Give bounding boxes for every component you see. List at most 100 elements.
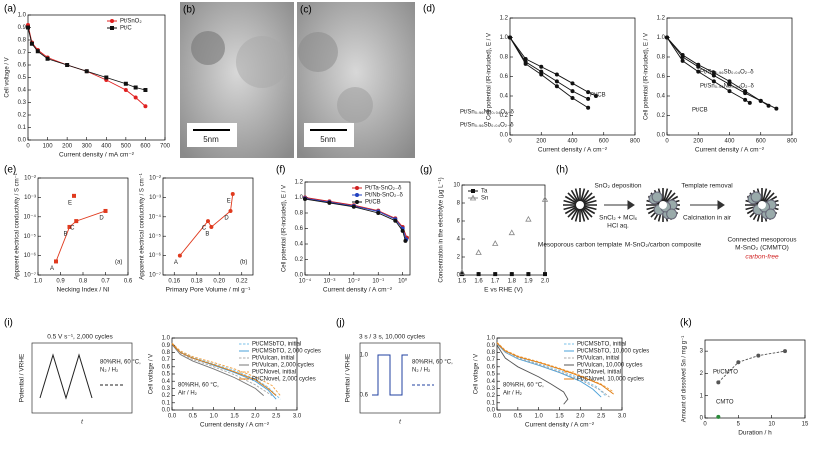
x-tick-label: 200 bbox=[62, 144, 73, 150]
marker bbox=[508, 35, 512, 40]
x-tick-label: 600 bbox=[140, 144, 151, 150]
panel-label: (d) bbox=[423, 4, 435, 15]
x-tick-label: 600 bbox=[756, 139, 767, 145]
marker bbox=[403, 238, 408, 243]
x-tick-label: 0.5 bbox=[189, 414, 198, 420]
y-tick-label: 10⁻⁶ bbox=[24, 252, 37, 259]
x-tick-label: 500 bbox=[121, 144, 132, 150]
step-text: Mesoporous carbon template bbox=[538, 242, 623, 249]
legend-label: Pt/C bbox=[120, 26, 132, 32]
y-tick-label: 0.9 bbox=[18, 25, 27, 31]
marker bbox=[355, 200, 359, 204]
marker bbox=[104, 75, 109, 80]
marker bbox=[680, 55, 685, 59]
panel-label: (g) bbox=[420, 165, 432, 176]
marker bbox=[209, 224, 214, 229]
marker bbox=[492, 240, 499, 246]
point-label: E bbox=[68, 200, 72, 206]
x-tick-label: 200 bbox=[536, 139, 547, 145]
y-tick-label: 0.3 bbox=[162, 386, 171, 392]
y-tick-label: 0.1 bbox=[487, 400, 496, 406]
series-line bbox=[171, 343, 277, 396]
marker bbox=[29, 41, 34, 46]
step-text: HCl aq. bbox=[607, 223, 629, 230]
y-tick-label: 10⁻⁴ bbox=[24, 213, 37, 220]
legend-label: Pt/Ta-SnO₂₋δ bbox=[365, 186, 402, 192]
x-tick-label: 2.0 bbox=[576, 414, 585, 420]
x-tick-label: 800 bbox=[787, 139, 798, 145]
y-tick-label: 0.0 bbox=[295, 273, 304, 279]
x-tick-label: 2.0 bbox=[251, 414, 260, 420]
plot-frame bbox=[509, 17, 636, 136]
scale-box bbox=[187, 123, 237, 147]
grain bbox=[666, 208, 678, 220]
marker bbox=[539, 72, 544, 77]
x-tick-label: 0.20 bbox=[213, 279, 225, 285]
x-tick-label: 800 bbox=[630, 139, 641, 145]
marker bbox=[45, 56, 50, 61]
marker bbox=[471, 189, 475, 193]
marker bbox=[586, 96, 591, 101]
marker bbox=[355, 186, 359, 190]
x-tick-label: 10⁻¹ bbox=[372, 279, 384, 285]
y-tick-label: 0.1 bbox=[18, 125, 27, 131]
legend-label: Ta bbox=[481, 189, 488, 195]
legend-label: Pt/CNovel, initial bbox=[577, 370, 621, 376]
arrow bbox=[604, 200, 635, 210]
x-tick-label: 1.8 bbox=[508, 279, 517, 285]
y-tick-label: 0.8 bbox=[657, 55, 666, 61]
marker bbox=[393, 218, 398, 223]
y-tick-label: 0.0 bbox=[487, 408, 496, 414]
y-tick-label: 0.2 bbox=[500, 113, 509, 119]
point-label: B bbox=[63, 232, 67, 238]
series-line bbox=[496, 343, 610, 398]
x-tick-label: 0 bbox=[26, 144, 30, 150]
series-line bbox=[496, 341, 614, 393]
series-line bbox=[496, 342, 614, 395]
x-tick-label: 2.0 bbox=[541, 279, 550, 285]
x-axis-label: Current density / A cm⁻² bbox=[695, 147, 765, 154]
x-tick-label: 400 bbox=[567, 139, 578, 145]
y-tick-label: 0.6 bbox=[162, 364, 171, 370]
step-text: Template removal bbox=[681, 183, 733, 190]
y-tick-label: 0.0 bbox=[500, 133, 509, 139]
scale-box bbox=[304, 123, 354, 147]
marker bbox=[539, 64, 544, 69]
annotation: (a) bbox=[115, 260, 122, 266]
marker bbox=[554, 72, 559, 77]
x-axis-label: Current density / A cm⁻² bbox=[525, 422, 595, 429]
y-tick-label: 0.9 bbox=[162, 343, 171, 349]
y-tick-label: 0.5 bbox=[162, 372, 171, 378]
step-text: carbon-free bbox=[745, 254, 779, 261]
marker bbox=[133, 85, 138, 90]
marker bbox=[523, 56, 528, 61]
legend-label: Pt/CMSbTO, 2,000 cycles bbox=[252, 349, 321, 355]
point-label: C bbox=[70, 226, 75, 232]
marker bbox=[327, 200, 332, 205]
y-tick-label: 0.8 bbox=[500, 55, 509, 61]
marker bbox=[355, 193, 359, 197]
y-tick-label: 10⁻⁵ bbox=[149, 233, 162, 240]
x-tick-label: 0.22 bbox=[236, 279, 248, 285]
x-tick-label: 1.5 bbox=[230, 414, 239, 420]
x-tick-label: 10⁻³ bbox=[323, 279, 335, 285]
series-line bbox=[496, 344, 569, 405]
marker bbox=[539, 69, 544, 74]
particle bbox=[236, 36, 288, 88]
marker bbox=[543, 272, 547, 277]
marker bbox=[586, 105, 591, 110]
series-line bbox=[27, 27, 146, 91]
y-axis-label: Apparent electrical conductivity / S cm⁻… bbox=[140, 173, 146, 280]
y-tick-label: 0.8 bbox=[18, 38, 27, 44]
series-line bbox=[666, 37, 769, 107]
y-tick-label: 10⁻² bbox=[149, 176, 161, 182]
point-label: D bbox=[99, 216, 104, 222]
x-tick-label: 0.6 bbox=[124, 279, 133, 285]
annotation: Pt/CMTO bbox=[713, 370, 738, 376]
schematic: Mesoporous carbon template SnO₂ depositi… bbox=[538, 183, 797, 261]
marker bbox=[133, 95, 138, 100]
y-tick-label: 1.0 bbox=[162, 336, 171, 342]
annotation: CMTO bbox=[716, 400, 734, 406]
y-tick-label: 0.6 bbox=[500, 74, 509, 80]
marker bbox=[696, 69, 701, 74]
